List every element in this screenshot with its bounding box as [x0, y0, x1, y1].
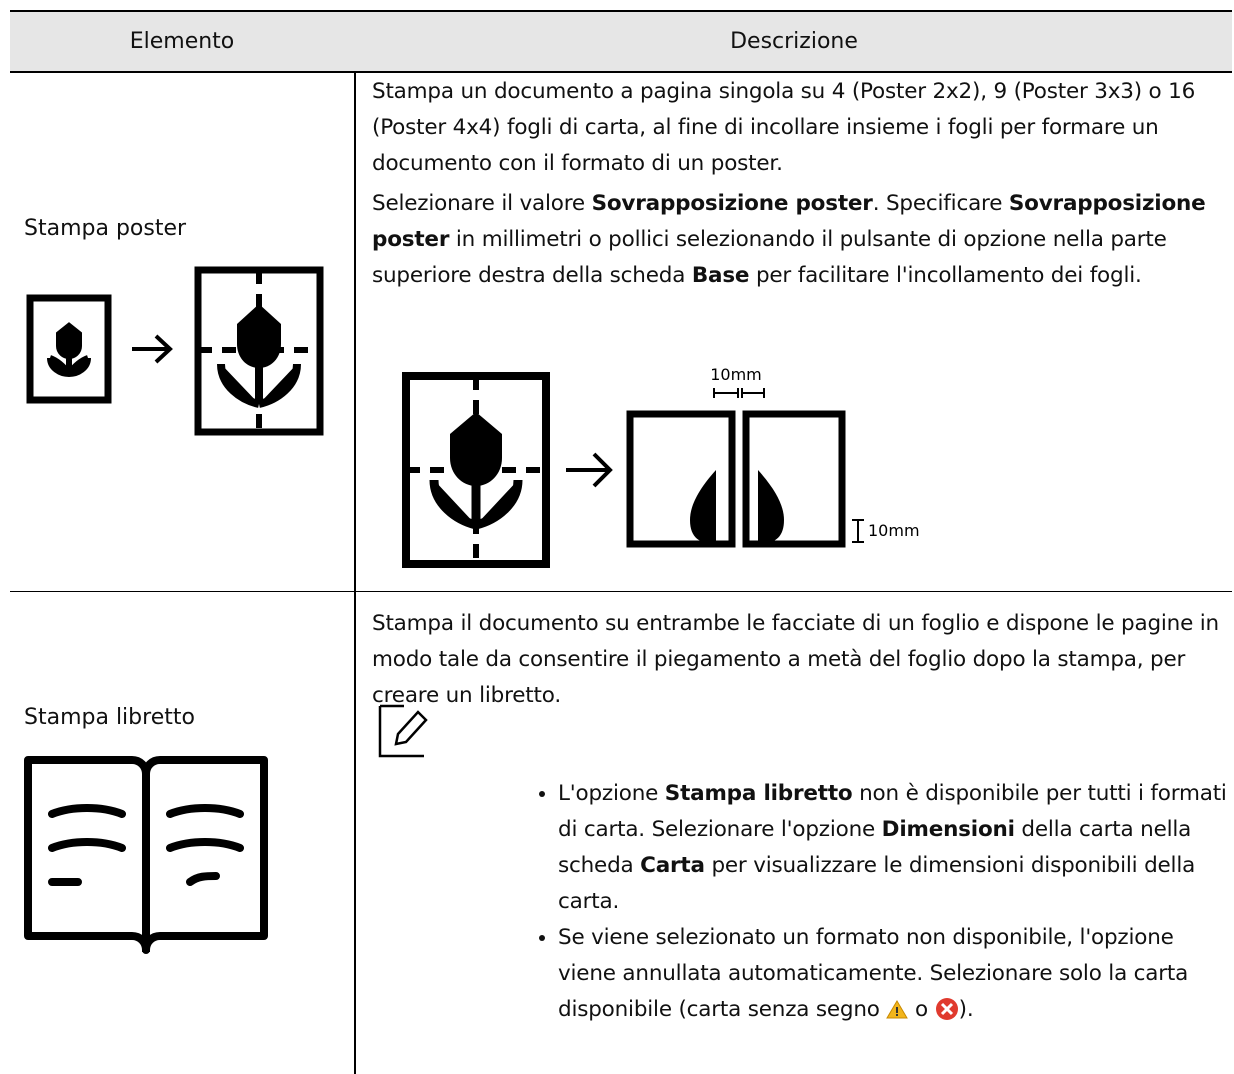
text: non è disponibile per tutti i formati di…: [558, 781, 1227, 842]
bold-text: Stampa libretto: [664, 781, 853, 806]
booklet-icon: [24, 756, 268, 954]
bold-text: Carta: [640, 853, 705, 878]
paragraph: Selezionare il valore Sovrapposizione po…: [372, 186, 1227, 294]
text: in millimetri o pollici selezionando il …: [372, 227, 1167, 288]
text: Stampa il documento su entrambe le facci…: [372, 611, 1219, 708]
bold-text: Sovrapposizione poster: [372, 191, 1206, 252]
text: Selezionare il valore: [372, 191, 592, 216]
text: della carta nella scheda: [558, 817, 1192, 878]
row-label: Stampa poster: [24, 216, 187, 241]
text: o: [908, 997, 935, 1022]
warning-icon: [886, 1000, 909, 1019]
bold-text: Dimensioni: [881, 817, 1015, 842]
poster-figure: 10mm 10mm: [402, 365, 920, 568]
dimension-label: 10mm: [868, 521, 920, 540]
note-item: Se viene selezionato un formato non disp…: [558, 920, 1232, 1028]
text: L'opzione: [558, 781, 665, 806]
error-icon: [935, 998, 958, 1020]
notes: L'opzione Stampa libretto non è disponib…: [532, 776, 1232, 1028]
text: Se viene selezionato un formato non disp…: [558, 925, 1189, 1022]
text: per facilitare l'incollamento dei fogli.: [749, 263, 1142, 288]
bold-text: Sovrapposizione poster: [591, 191, 873, 216]
paragraph: Stampa un documento a pagina singola su …: [372, 74, 1227, 182]
text: per visualizzare le dimensioni disponibi…: [558, 853, 1196, 914]
description: Stampa un documento a pagina singola su …: [372, 74, 1227, 298]
text: Stampa un documento a pagina singola su …: [372, 79, 1196, 176]
table-header: [10, 10, 1232, 73]
note-item: L'opzione Stampa libretto non è disponib…: [558, 776, 1232, 920]
text: ).: [958, 997, 974, 1022]
poster-icon: [26, 266, 324, 436]
bold-text: Base: [691, 263, 750, 288]
row-label: Stampa libretto: [24, 705, 195, 730]
description: Stampa il documento su entrambe le facci…: [372, 606, 1227, 718]
dimension-label: 10mm: [710, 365, 762, 384]
paragraph: Stampa il documento su entrambe le facci…: [372, 606, 1227, 714]
note-icon: [378, 704, 428, 758]
header-cell: Descrizione: [730, 29, 858, 54]
header-cell: Elemento: [129, 29, 235, 54]
text: . Specificare: [872, 191, 1009, 216]
row-divider: [10, 591, 1232, 592]
column-divider: [354, 71, 356, 1074]
